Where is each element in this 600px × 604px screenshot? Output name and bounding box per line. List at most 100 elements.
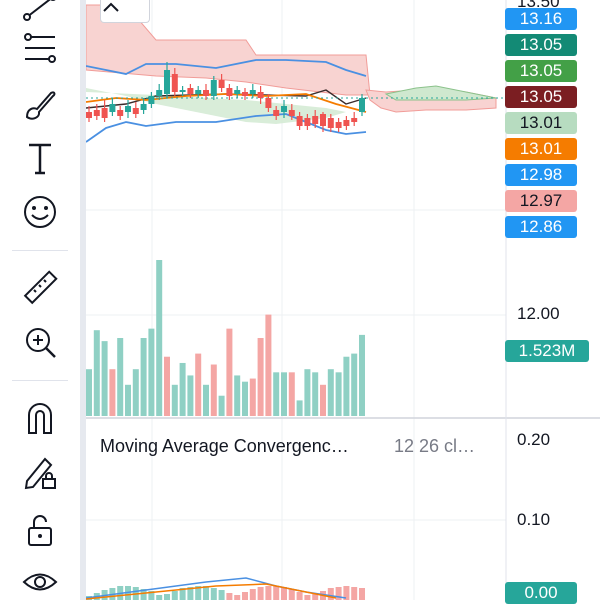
volume-bar: [288, 372, 295, 416]
price-tag: 13.05: [505, 34, 577, 56]
macd-indicator-title[interactable]: Moving Average Convergenc…: [100, 436, 349, 456]
candle-body: [296, 116, 303, 126]
volume-bar: [140, 338, 147, 416]
candle-body: [234, 90, 241, 94]
macd-histogram-bar: [327, 588, 334, 600]
macd-histogram-bar: [304, 595, 311, 600]
candle-body: [257, 92, 264, 98]
volume-bar: [203, 384, 209, 416]
candle-body: [288, 110, 295, 116]
volume-value-tag: 1.523M: [505, 340, 589, 362]
macd-histogram-bar: [171, 591, 178, 600]
macd-histogram-bar: [249, 589, 256, 600]
fib-retracement-tool-icon[interactable]: [16, 26, 64, 70]
price-tag: 13.01: [505, 112, 577, 134]
candle-body: [195, 90, 202, 94]
volume-bar: [171, 384, 178, 416]
volume-bar: [281, 372, 287, 416]
volume-bar: [249, 378, 256, 416]
drawing-toolbar: [0, 0, 80, 600]
macd-indicator-params: 12 26 cl…: [394, 436, 476, 456]
brush-tool-icon[interactable]: [16, 82, 64, 126]
candle-body: [312, 116, 319, 124]
volume-bar: [273, 372, 280, 416]
volume-bar: [226, 328, 233, 416]
candle-body: [109, 104, 116, 112]
volume-bar: [312, 372, 319, 416]
measure-ruler-icon[interactable]: [16, 266, 64, 310]
macd-histogram-bar: [351, 587, 358, 600]
macd-histogram-bar: [179, 588, 186, 600]
macd-histogram-bar: [335, 587, 342, 600]
price-tag: 12.97: [505, 190, 577, 212]
volume-bar: [117, 338, 124, 416]
candle-body: [327, 118, 334, 128]
candle-body: [226, 88, 233, 96]
macd-histogram-bar: [164, 594, 170, 600]
candle-body: [86, 112, 92, 118]
candle-body: [156, 90, 163, 96]
price-tag: 12.98: [505, 164, 577, 186]
trend-line-tool-icon[interactable]: [16, 0, 64, 28]
eye-visibility-icon[interactable]: [16, 560, 64, 604]
macd-axis-label-mid: 0.10: [517, 510, 551, 529]
candle-body: [93, 110, 100, 116]
collapse-chevron-button[interactable]: [100, 0, 150, 23]
candle-body: [117, 110, 124, 116]
macd-histogram-bar: [273, 586, 280, 600]
candle-body: [125, 106, 131, 112]
price-tag: 13.16: [505, 8, 577, 30]
candle-body: [343, 120, 350, 126]
macd-histogram-bar: [359, 588, 365, 600]
volume-bar: [132, 369, 139, 416]
candle-body: [242, 92, 248, 96]
macd-histogram-bar: [140, 589, 147, 600]
lock-drawing-icon[interactable]: [16, 450, 64, 494]
macd-histogram-bar: [203, 586, 209, 600]
toolbar-divider: [12, 380, 68, 381]
volume-bar: [335, 372, 342, 416]
price-chart-canvas[interactable]: [86, 0, 600, 600]
candle-body: [281, 106, 287, 112]
candle-body: [320, 114, 326, 126]
candle-body: [265, 98, 272, 108]
volume-bar: [327, 369, 334, 416]
volume-bar: [242, 381, 248, 416]
zoom-in-icon[interactable]: [16, 320, 64, 364]
chevron-up-icon: [103, 2, 119, 12]
volume-bar: [218, 395, 225, 416]
candle-body: [210, 80, 217, 96]
emoji-tool-icon[interactable]: [16, 190, 64, 234]
volume-bar: [234, 375, 241, 416]
macd-histogram-bar: [148, 591, 155, 600]
macd-histogram-bar: [210, 588, 217, 600]
price-axis-top-label: 13.50: [517, 0, 560, 11]
chart-area[interactable]: [86, 0, 600, 600]
candle-body: [273, 110, 280, 116]
candle-body: [148, 96, 155, 104]
macd-histogram-bar: [288, 589, 295, 600]
candle-body: [140, 104, 147, 110]
volume-bar: [109, 369, 116, 416]
candle-body: [187, 88, 194, 94]
candle-body: [304, 118, 311, 126]
lock-all-icon[interactable]: [16, 508, 64, 552]
text-tool-icon[interactable]: [16, 136, 64, 180]
volume-bar: [195, 353, 202, 416]
candle-body: [101, 108, 108, 118]
macd-histogram-bar: [281, 587, 287, 600]
volume-bar: [187, 375, 194, 416]
macd-histogram-bar: [265, 586, 272, 600]
volume-bar: [93, 330, 100, 416]
macd-histogram-bar: [312, 594, 319, 600]
candle-body: [335, 122, 342, 128]
volume-bar: [210, 364, 217, 416]
magnet-icon[interactable]: [16, 396, 64, 440]
candle-body: [359, 98, 365, 112]
macd-histogram-bar: [296, 592, 303, 600]
candle-body: [132, 108, 139, 114]
macd-axis-label-high: 0.20: [517, 430, 551, 449]
candle-body: [218, 80, 225, 88]
macd-histogram-bar: [195, 586, 202, 600]
macd-histogram-bar: [343, 586, 350, 600]
